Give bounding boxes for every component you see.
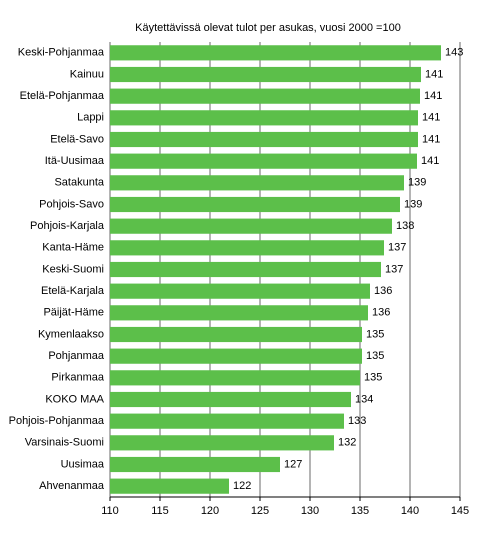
bar xyxy=(110,391,351,408)
y-tick-label: Pohjois-Karjala xyxy=(30,220,105,232)
bar xyxy=(110,435,334,451)
y-tick-label: Pirkanmaa xyxy=(51,372,104,384)
y-tick-label: Kanta-Häme xyxy=(42,242,104,254)
bar xyxy=(110,478,229,494)
y-tick-label: Pohjois-Pohjanmaa xyxy=(9,415,105,427)
x-tick-label: 115 xyxy=(151,505,169,517)
y-tick-label: Satakunta xyxy=(54,177,104,189)
value-label: 141 xyxy=(422,112,440,124)
x-tick-label: 125 xyxy=(251,505,269,517)
bar xyxy=(110,261,381,278)
y-tick-label: KOKO MAA xyxy=(45,393,104,405)
y-tick-label: Pohjanmaa xyxy=(48,350,105,362)
bar xyxy=(110,196,400,213)
y-tick-label: Kymenlaakso xyxy=(38,328,104,340)
y-tick-label: Lappi xyxy=(77,112,104,124)
bar xyxy=(110,326,362,343)
bar xyxy=(110,413,344,429)
y-tick-label: Etelä-Pohjanmaa xyxy=(20,90,105,102)
y-tick-label: Uusimaa xyxy=(61,458,105,470)
value-label: 135 xyxy=(364,372,382,384)
x-tick-label: 135 xyxy=(351,505,369,517)
value-label: 136 xyxy=(374,285,392,297)
bar xyxy=(110,88,420,104)
bar xyxy=(110,283,370,299)
y-tick-label: Itä-Uusimaa xyxy=(45,155,105,167)
y-tick-label: Keski-Pohjanmaa xyxy=(18,47,105,59)
value-label: 139 xyxy=(408,177,426,189)
value-label: 132 xyxy=(338,437,356,449)
value-label: 133 xyxy=(348,415,366,427)
value-label: 127 xyxy=(284,458,302,470)
value-label: 141 xyxy=(421,155,439,167)
value-label: 135 xyxy=(366,328,384,340)
bar xyxy=(110,456,280,473)
value-label: 136 xyxy=(372,307,390,319)
x-tick-label: 120 xyxy=(201,505,219,517)
value-label: 134 xyxy=(355,393,373,405)
value-label: 143 xyxy=(445,47,463,59)
y-tick-label: Kainuu xyxy=(70,68,104,80)
x-tick-label: 145 xyxy=(451,505,469,517)
bar xyxy=(110,305,368,321)
bar xyxy=(110,153,417,169)
y-tick-label: Keski-Suomi xyxy=(42,263,104,275)
value-label: 138 xyxy=(396,220,414,232)
y-tick-label: Varsinais-Suomi xyxy=(25,437,104,449)
bar xyxy=(110,370,360,386)
y-tick-label: Päijät-Häme xyxy=(43,307,104,319)
bar xyxy=(110,218,392,234)
y-tick-label: Etelä-Savo xyxy=(50,133,104,145)
chart-title: Käytettävissä olevat tulot per asukas, v… xyxy=(135,22,401,34)
bar xyxy=(110,240,384,256)
value-label: 137 xyxy=(388,242,406,254)
bar xyxy=(110,110,418,126)
value-label: 122 xyxy=(233,480,251,492)
value-label: 137 xyxy=(385,263,403,275)
value-label: 141 xyxy=(422,133,440,145)
bar xyxy=(110,66,421,83)
bar xyxy=(110,45,441,61)
value-label: 135 xyxy=(366,350,384,362)
x-tick-label: 110 xyxy=(101,505,119,517)
x-tick-label: 140 xyxy=(401,505,419,517)
bar xyxy=(110,131,418,148)
y-tick-label: Pohjois-Savo xyxy=(39,198,104,210)
y-tick-label: Etelä-Karjala xyxy=(41,285,105,297)
bar xyxy=(110,175,404,191)
x-tick-label: 130 xyxy=(301,505,319,517)
bar xyxy=(110,348,362,364)
value-label: 141 xyxy=(424,90,442,102)
y-tick-label: Ahvenanmaa xyxy=(39,480,105,492)
value-label: 139 xyxy=(404,198,422,210)
value-label: 141 xyxy=(425,68,443,80)
